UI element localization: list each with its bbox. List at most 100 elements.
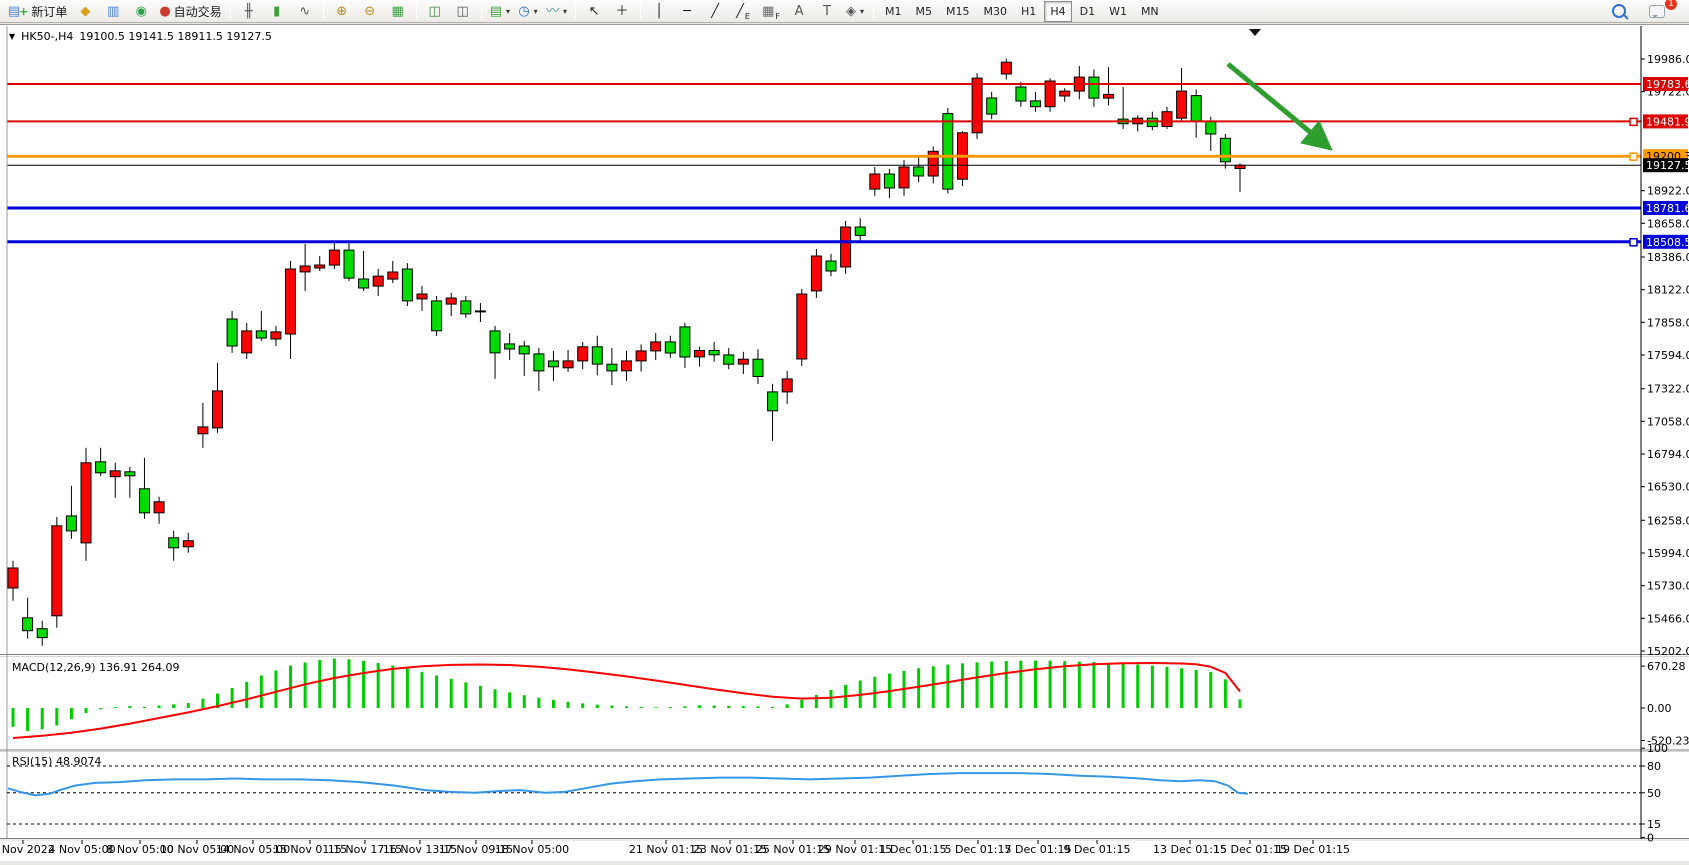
bar-chart-button[interactable]: ╫ — [235, 1, 263, 22]
document-plus-icon: ▤ — [8, 4, 21, 19]
timeframe-m15[interactable]: M15 — [946, 5, 970, 18]
chart-shift-button[interactable]: ◫ — [449, 1, 477, 22]
candle-body — [445, 297, 457, 305]
new-chart-button[interactable]: ▤ ▾ — [486, 1, 514, 22]
candle-body — [898, 166, 910, 189]
arrows-button[interactable]: ◈ ▾ — [841, 1, 869, 22]
period-button[interactable]: ◷ ▾ — [514, 1, 542, 22]
chart-svg[interactable]: MACD(12,26,9) 136.91 264.09 RSI(15) 48.90… — [0, 25, 1689, 861]
search-button[interactable] — [1605, 1, 1633, 22]
plus-icon: ＋ — [19, 8, 29, 18]
line-chart-icon: ∿ — [299, 4, 311, 19]
candle-body — [299, 265, 311, 273]
candle-body — [840, 226, 852, 268]
candle-body — [752, 358, 764, 378]
hline-handle[interactable] — [1629, 117, 1638, 127]
new-order-button[interactable]: ▤ ＋新订单 — [4, 1, 71, 22]
candle-body — [927, 150, 939, 177]
timeframe-d1[interactable]: D1 — [1079, 5, 1096, 18]
hline-price-label-bg — [1643, 201, 1688, 215]
scroll-end-marker[interactable] — [1249, 29, 1261, 36]
candle-body — [664, 341, 676, 354]
rsi-tick-label: 0 — [1647, 831, 1654, 844]
styles-button[interactable]: ◆ — [71, 1, 99, 22]
current-price-label-bg — [1643, 158, 1688, 173]
candle-body — [1088, 76, 1100, 99]
cursor-button[interactable]: ↖ — [580, 1, 608, 22]
chevron-down-icon: ▾ — [505, 7, 510, 16]
zoom-in-button[interactable]: ⊕ — [328, 1, 356, 22]
candle-body — [109, 470, 121, 478]
zoom-in-icon: ⊕ — [336, 4, 348, 19]
candle-body — [577, 346, 589, 362]
hline-handle[interactable] — [1629, 152, 1638, 161]
price-tick-label: 15202.0 — [1647, 645, 1689, 658]
trendline-button[interactable]: ╱ — [701, 1, 729, 22]
text-icon: A — [794, 4, 804, 19]
candle-body — [708, 350, 720, 356]
text-label-button[interactable]: T — [813, 1, 841, 22]
hline-button[interactable]: ─ — [673, 1, 701, 22]
hline-icon: ─ — [683, 4, 691, 19]
candle-body — [518, 345, 530, 355]
timeframe-mn[interactable]: MN — [1140, 5, 1159, 18]
date-label: 25 Nov 01:15 — [756, 843, 830, 856]
candle-body — [80, 462, 92, 544]
market-watch-button[interactable]: ▥ — [99, 1, 127, 22]
candle-chart-icon: ▮ — [273, 4, 281, 19]
timeframe-h4[interactable]: H4 — [1044, 1, 1072, 22]
arrows-icon: ◈ — [846, 4, 857, 19]
channel-icon-letter: E — [744, 12, 750, 21]
tile-windows-button[interactable]: ▦ — [384, 1, 412, 22]
candle-body — [942, 113, 954, 190]
signals-button[interactable]: ◉ — [127, 1, 155, 22]
template-button[interactable]: 〰 ▾ — [542, 1, 571, 22]
zoom-out-button[interactable]: ⊖ — [356, 1, 384, 22]
text-button[interactable]: A — [785, 1, 813, 22]
fibonacci-button[interactable]: ▦ F — [757, 1, 785, 22]
vline-button[interactable]: │ — [645, 1, 673, 22]
toolbar-right-tools: 1 — [1605, 0, 1685, 22]
timeframe-m5[interactable]: M5 — [915, 5, 933, 18]
hline-handle[interactable] — [1629, 238, 1638, 247]
rsi-tick-label: 100 — [1647, 742, 1668, 755]
date-label: 21 Nov 01:15 — [629, 843, 703, 856]
timeframe-m1[interactable]: M1 — [885, 5, 902, 18]
date-label: 15 Nov 01:15 — [273, 843, 347, 856]
price-tick-label: 19986.0 — [1647, 53, 1689, 66]
channel-button[interactable]: ╱ E — [729, 1, 757, 22]
trend-arrow-annotation[interactable] — [1226, 62, 1333, 151]
hline-price-label-bg — [1643, 77, 1688, 91]
candle-chart-button[interactable]: ▮ — [263, 1, 291, 22]
chart-symbol-period: HK50-,H4 — [21, 30, 74, 43]
notifications-button[interactable]: 1 — [1643, 0, 1678, 22]
price-tick-label: 17058.0 — [1647, 415, 1689, 428]
candle-body — [489, 330, 501, 354]
auto-trading-button[interactable]: ● 自动交易 — [155, 1, 225, 22]
symbol-dropdown-icon[interactable]: ▼ — [9, 32, 16, 41]
timeframe-h1[interactable]: H1 — [1021, 5, 1037, 18]
channel-icon: ╱ — [736, 4, 744, 19]
price-tick-label: 17858.0 — [1647, 316, 1689, 329]
vline-icon: │ — [655, 4, 663, 19]
candle-body — [124, 471, 136, 477]
candle-body — [372, 275, 384, 287]
candle-body — [548, 360, 559, 368]
line-chart-button[interactable]: ∿ — [291, 1, 319, 22]
timeframe-w1[interactable]: W1 — [1109, 5, 1127, 18]
candle-body — [986, 97, 998, 115]
candle-body — [358, 278, 370, 289]
chart-window[interactable]: MACD(12,26,9) 136.91 264.09 RSI(15) 48.90… — [0, 24, 1689, 861]
date-label: 15 Dec 01:15 — [1213, 843, 1287, 856]
price-tick-label: 16258.0 — [1647, 514, 1689, 527]
candle-body — [913, 166, 925, 177]
candle-body — [737, 358, 749, 365]
timeframe-m30[interactable]: M30 — [983, 5, 1008, 18]
chart-canvas[interactable]: MACD(12,26,9) 136.91 264.09 RSI(15) 48.90… — [0, 25, 1689, 861]
auto-scroll-button[interactable]: ◫ — [421, 1, 449, 22]
candle-body — [241, 330, 253, 354]
crosshair-icon: ＋ — [615, 4, 629, 19]
candle-body — [1044, 80, 1056, 108]
crosshair-button[interactable]: ＋ — [608, 1, 636, 22]
toolbar-separator — [873, 0, 875, 19]
